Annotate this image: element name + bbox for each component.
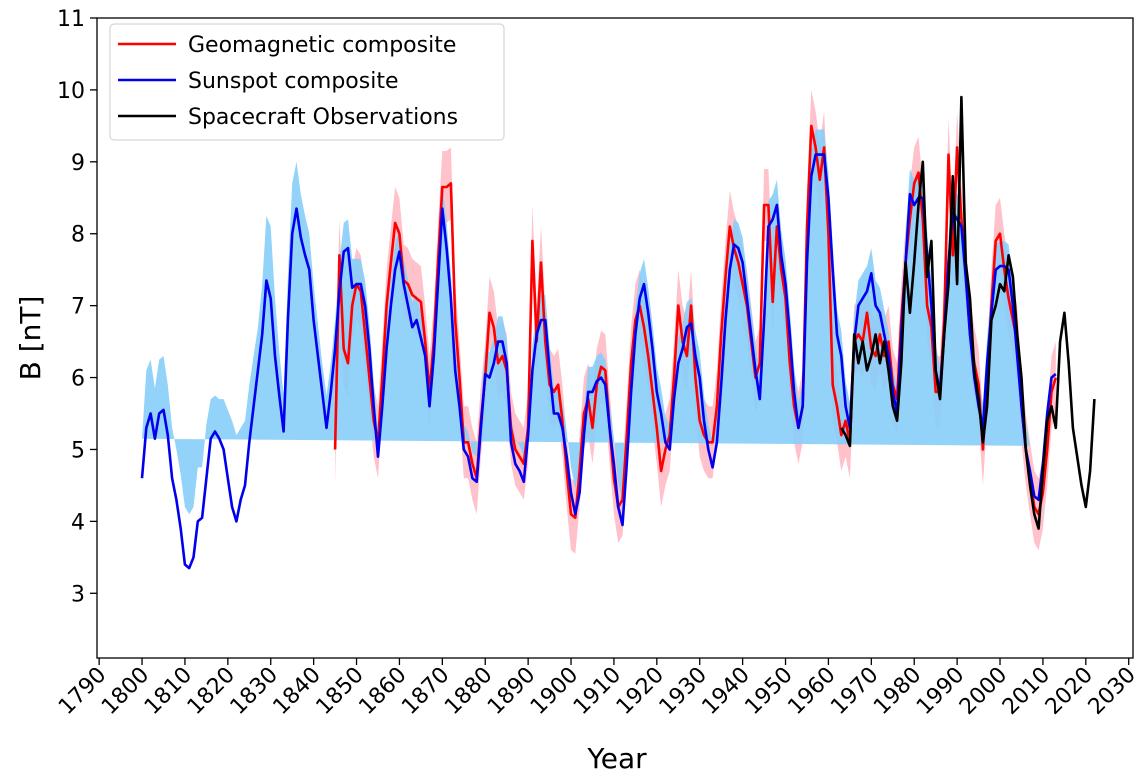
series-line xyxy=(333,124,1058,520)
y-axis-label: B [nT] xyxy=(14,296,47,381)
error-band xyxy=(142,129,1030,515)
legend: Geomagnetic composite Sunspot composite Sp… xyxy=(109,23,505,141)
x-tick-label: 1830 xyxy=(226,663,283,720)
x-tick-label: 1920 xyxy=(612,663,669,720)
x-tick-label: 1790 xyxy=(54,663,111,720)
x-tick-label: 1950 xyxy=(740,663,797,720)
y-tick-label: 9 xyxy=(71,151,85,176)
y-tick-label: 4 xyxy=(71,510,85,535)
y-tick-label: 7 xyxy=(71,295,85,320)
legend-box xyxy=(109,23,505,141)
x-tick-label: 1870 xyxy=(397,663,454,720)
y-tick-label: 10 xyxy=(57,79,85,104)
y-tick-label: 3 xyxy=(71,582,85,607)
y-tick-label: 5 xyxy=(71,438,85,463)
x-tick-label: 1940 xyxy=(698,663,755,720)
x-tick-label: 1850 xyxy=(312,663,369,720)
y-tick-label: 6 xyxy=(71,367,85,392)
x-tick-label: 2000 xyxy=(955,663,1012,720)
x-tick-label: 1900 xyxy=(526,663,583,720)
plot-frame xyxy=(96,17,1134,659)
x-tick-label: 1990 xyxy=(912,663,969,720)
x-tick-label: 1880 xyxy=(440,663,497,720)
legend-label: Sunspot composite xyxy=(188,69,399,94)
x-tick-label: 1890 xyxy=(483,663,540,720)
x-tick-label: 2030 xyxy=(1084,663,1141,720)
x-tick-label: 1840 xyxy=(269,663,326,720)
x-tick-label: 1860 xyxy=(354,663,411,720)
error-band xyxy=(335,89,1056,554)
y-tick-label: 8 xyxy=(71,223,85,248)
x-axis-label: Year xyxy=(586,742,647,774)
x-tick-label: 1980 xyxy=(869,663,926,720)
y-tick-label: 11 xyxy=(57,7,85,32)
x-tick-label: 1910 xyxy=(569,663,626,720)
series-line xyxy=(840,95,1096,530)
x-tick-label: 2020 xyxy=(1041,663,1098,720)
x-tick-label: 1810 xyxy=(140,663,197,720)
legend-label: Spacecraft Observations xyxy=(188,105,458,130)
x-tick-label: 2010 xyxy=(998,663,1055,720)
x-tick-label: 1820 xyxy=(183,663,240,720)
x-tick-label: 1970 xyxy=(826,663,883,720)
legend-label: Geomagnetic composite xyxy=(188,33,456,58)
x-tick-label: 1960 xyxy=(783,663,840,720)
x-tick-label: 1930 xyxy=(655,663,712,720)
x-tick-label: 1800 xyxy=(97,663,154,720)
